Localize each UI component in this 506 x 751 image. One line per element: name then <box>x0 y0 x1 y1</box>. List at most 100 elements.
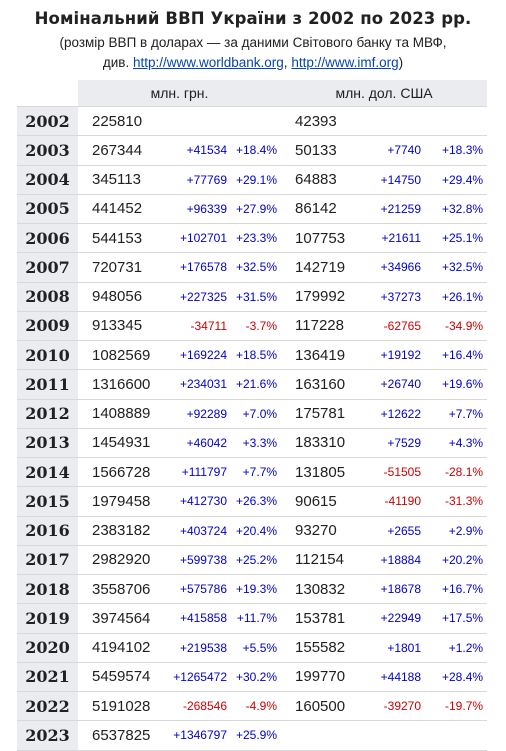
usd-value: 90615 <box>281 486 353 516</box>
table-row: 2003 267344 +41534 +18.4% 50133 +7740 +18.3% <box>17 135 488 165</box>
header-year-cell <box>17 80 78 107</box>
uah-value: 720731 <box>78 252 158 282</box>
table-row: 2008 948056 +227325 +31.5% 179992 +37273 +26.1… <box>17 281 488 312</box>
table-row: 2019 3974564 +415858 +11.7% 153781 +22949 +17.… <box>17 603 488 633</box>
uah-value: 2982920 <box>78 544 158 575</box>
header-uah: млн. грн. <box>78 80 282 107</box>
usd-change: +22949 <box>352 603 424 633</box>
usd-value: 175781 <box>281 398 353 429</box>
usd-value: 153781 <box>281 603 353 633</box>
uah-change-percent: +3.3% <box>229 427 282 458</box>
worldbank-link[interactable]: http://www.worldbank.org <box>132 55 284 70</box>
table-row: 2020 4194102 +219538 +5.5% 155582 +1801 +1.2% <box>17 632 488 663</box>
usd-change: +18678 <box>352 573 424 604</box>
uah-change: -268546 <box>158 690 229 721</box>
usd-change-percent: +19.6% <box>423 369 488 399</box>
year-cell: 2014 <box>17 456 78 487</box>
sources-suffix: ) <box>398 55 404 70</box>
sources-line: див. http://www.worldbank.org, http://ww… <box>0 53 506 73</box>
usd-change <box>352 720 424 751</box>
usd-change-percent: -19.7% <box>423 690 488 721</box>
table-row: 2004 345113 +77769 +29.1% 64883 +14750 +29.4% <box>17 164 488 195</box>
uah-value: 1316600 <box>78 369 158 399</box>
uah-change-percent: -4.9% <box>229 690 282 721</box>
uah-change: +1346797 <box>158 720 229 751</box>
uah-value: 2383182 <box>78 515 158 546</box>
uah-change: +1265472 <box>158 661 229 692</box>
year-cell: 2012 <box>17 398 78 429</box>
usd-change-percent: +2.9% <box>423 515 488 546</box>
table-row: 2007 720731 +176578 +32.5% 142719 +34966 +32.5… <box>17 252 488 282</box>
table-row: 2017 2982920 +599738 +25.2% 112154 +18884 +20.… <box>17 544 488 575</box>
usd-value: 50133 <box>281 135 353 165</box>
uah-value: 3974564 <box>78 603 158 633</box>
usd-value: 107753 <box>281 222 353 253</box>
usd-change-percent <box>423 105 488 136</box>
usd-change: +7529 <box>352 427 424 458</box>
table-row: 2012 1408889 +92289 +7.0% 175781 +12622 +7.7% <box>17 398 488 429</box>
usd-value <box>281 720 353 751</box>
usd-change-percent: +28.4% <box>423 661 488 692</box>
usd-change: -41190 <box>352 486 424 516</box>
uah-value: 544153 <box>78 222 158 253</box>
usd-change: +44188 <box>352 661 424 692</box>
table-body: 2002 225810 42393 2003 267344 +41534 +18.4% 501… <box>17 105 488 751</box>
year-cell: 2009 <box>17 310 78 341</box>
uah-change <box>158 105 229 136</box>
uah-change: +96339 <box>158 193 229 224</box>
uah-change: +412730 <box>158 486 229 516</box>
link-separator: , <box>283 55 288 70</box>
table-row: 2014 1566728 +111797 +7.7% 131805 -51505 -28.1… <box>17 456 488 487</box>
year-cell: 2022 <box>17 690 78 721</box>
usd-change-percent: -28.1% <box>423 456 488 487</box>
usd-change: +14750 <box>352 164 424 195</box>
imf-link[interactable]: http://www.imf.org <box>291 55 399 70</box>
usd-value: 179992 <box>281 281 353 312</box>
year-cell: 2013 <box>17 427 78 458</box>
year-cell: 2007 <box>17 252 78 282</box>
uah-change: +176578 <box>158 252 229 282</box>
uah-change-percent: -3.7% <box>229 310 282 341</box>
usd-value: 136419 <box>281 339 353 370</box>
usd-change-percent: +18.3% <box>423 135 488 165</box>
usd-change-percent: +17.5% <box>423 603 488 633</box>
usd-change-percent: +25.1% <box>423 222 488 253</box>
uah-value: 345113 <box>78 164 158 195</box>
table-row: 2009 913345 -34711 -3.7% 117228 -62765 -34.9% <box>17 310 488 341</box>
year-cell: 2020 <box>17 632 78 663</box>
uah-change-percent <box>229 105 282 136</box>
table-row: 2002 225810 42393 <box>17 105 488 136</box>
uah-value: 948056 <box>78 281 158 312</box>
uah-value: 1454931 <box>78 427 158 458</box>
year-cell: 2003 <box>17 135 78 165</box>
usd-change-percent: +4.3% <box>423 427 488 458</box>
usd-change: -62765 <box>352 310 424 341</box>
table-row: 2010 1082569 +169224 +18.5% 136419 +19192 +16.… <box>17 339 488 370</box>
uah-change-percent: +25.2% <box>229 544 282 575</box>
usd-change-percent: -31.3% <box>423 486 488 516</box>
year-cell: 2005 <box>17 193 78 224</box>
uah-change-percent: +23.3% <box>229 222 282 253</box>
usd-change: +18884 <box>352 544 424 575</box>
gdp-table: млн. грн. млн. дол. США 2002 225810 42393 2… <box>17 80 488 751</box>
header-usd: млн. дол. США <box>281 80 488 107</box>
usd-value: 42393 <box>281 105 353 136</box>
table-row: 2022 5191028 -268546 -4.9% 160500 -39270 -19.7… <box>17 690 488 721</box>
usd-value: 131805 <box>281 456 353 487</box>
usd-value: 155582 <box>281 632 353 663</box>
uah-change-percent: +18.4% <box>229 135 282 165</box>
uah-change: +403724 <box>158 515 229 546</box>
usd-change-percent: +16.4% <box>423 339 488 370</box>
uah-change: +234031 <box>158 369 229 399</box>
uah-value: 1979458 <box>78 486 158 516</box>
uah-value: 225810 <box>78 105 158 136</box>
uah-change: +227325 <box>158 281 229 312</box>
uah-value: 5459574 <box>78 661 158 692</box>
table-row: 2018 3558706 +575786 +19.3% 130832 +18678 +16.… <box>17 573 488 604</box>
uah-change-percent: +29.1% <box>229 164 282 195</box>
usd-value: 64883 <box>281 164 353 195</box>
usd-value: 163160 <box>281 369 353 399</box>
usd-value: 86142 <box>281 193 353 224</box>
usd-change: -51505 <box>352 456 424 487</box>
usd-change-percent: +32.5% <box>423 252 488 282</box>
